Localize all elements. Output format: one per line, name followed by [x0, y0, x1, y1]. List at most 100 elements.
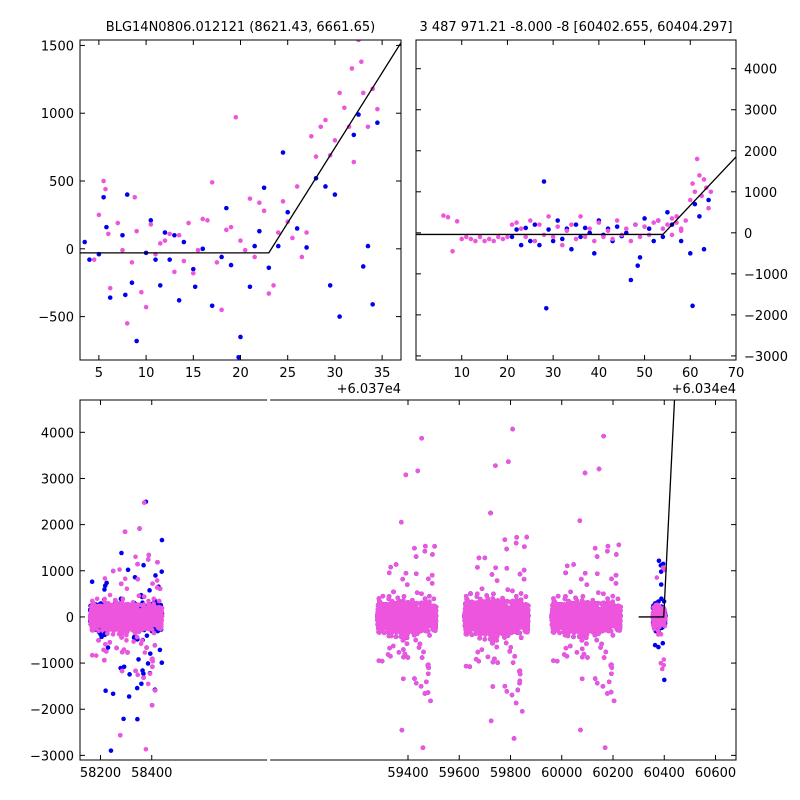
- fit-line: [416, 156, 736, 236]
- plot-area: [416, 156, 736, 311]
- data-point: [356, 112, 361, 117]
- data-point: [132, 605, 138, 611]
- y-tick-label: 500: [49, 175, 74, 190]
- data-point: [236, 354, 241, 360]
- data-point: [145, 557, 151, 562]
- data-point: [156, 598, 162, 604]
- data-point: [181, 239, 187, 245]
- data-point: [94, 596, 100, 602]
- data-point: [131, 616, 137, 622]
- x-tick-label: 30: [545, 366, 562, 381]
- data-point: [122, 529, 128, 535]
- data-point: [133, 610, 138, 616]
- data-point: [126, 620, 132, 626]
- y-tick-label: 4000: [744, 63, 777, 78]
- data-point: [417, 641, 423, 647]
- data-point: [573, 222, 579, 227]
- data-point: [154, 578, 160, 583]
- data-point: [271, 283, 276, 288]
- data-point: [103, 626, 109, 632]
- data-point: [294, 226, 300, 231]
- data-point: [628, 277, 634, 283]
- data-point: [706, 197, 711, 203]
- data-point: [205, 218, 210, 223]
- data-point: [332, 138, 338, 143]
- data-point: [156, 605, 162, 610]
- data-point: [360, 264, 366, 269]
- data-point: [365, 124, 371, 130]
- data-point: [403, 570, 409, 576]
- data-point: [233, 114, 239, 120]
- data-point: [135, 716, 140, 722]
- data-point: [176, 232, 182, 238]
- data-point: [167, 231, 172, 237]
- data-point: [141, 609, 147, 615]
- data-point: [690, 181, 695, 186]
- data-point: [157, 647, 163, 653]
- data-point: [697, 214, 702, 219]
- data-point: [401, 676, 406, 682]
- data-point: [127, 672, 132, 677]
- data-point: [651, 238, 657, 244]
- data-point: [413, 571, 419, 577]
- fit-line: [80, 42, 401, 254]
- data-point: [157, 241, 163, 246]
- data-point: [141, 562, 146, 568]
- data-point: [633, 222, 638, 227]
- data-point: [412, 676, 417, 681]
- data-point: [91, 257, 97, 262]
- data-point: [136, 657, 141, 662]
- data-point: [110, 568, 116, 574]
- y-tick-label: 0: [744, 227, 752, 242]
- data-point: [413, 626, 418, 632]
- data-point: [541, 179, 547, 184]
- data-point: [415, 468, 421, 474]
- data-point: [148, 218, 154, 223]
- data-point: [413, 554, 419, 559]
- data-point: [360, 90, 366, 96]
- data-point: [532, 238, 538, 244]
- panel-title: BLG14N0806.012121 (8621.43, 6661.65): [106, 20, 375, 35]
- data-point: [351, 159, 357, 165]
- data-point: [107, 295, 113, 300]
- data-point: [101, 608, 106, 614]
- data-point: [646, 226, 652, 232]
- data-point: [569, 222, 574, 227]
- data-point: [115, 611, 121, 616]
- data-point: [450, 248, 455, 254]
- data-point: [388, 564, 393, 570]
- data-point: [708, 189, 714, 195]
- data-point: [151, 612, 156, 617]
- data-point: [401, 594, 407, 599]
- data-point: [157, 283, 163, 288]
- x-tick-label: 20: [232, 366, 249, 381]
- data-point: [139, 638, 145, 643]
- data-point: [82, 239, 88, 245]
- data-point: [103, 186, 108, 192]
- data-point: [200, 216, 206, 222]
- data-point: [376, 658, 382, 663]
- data-point: [304, 245, 309, 250]
- data-point: [102, 657, 107, 663]
- data-point: [152, 688, 158, 693]
- data-point: [399, 519, 404, 525]
- data-point: [135, 627, 141, 633]
- data-point: [674, 214, 679, 219]
- data-point: [147, 651, 153, 656]
- data-point: [523, 234, 529, 240]
- data-point: [500, 236, 506, 242]
- data-point: [108, 748, 114, 753]
- data-point: [257, 228, 262, 234]
- data-point: [91, 613, 97, 618]
- data-point: [386, 570, 392, 576]
- data-point: [454, 219, 460, 224]
- data-point: [200, 246, 206, 252]
- data-point: [148, 222, 154, 227]
- data-point: [261, 208, 267, 214]
- data-point: [105, 622, 110, 627]
- data-point: [429, 581, 435, 586]
- panel-top-right: 3 487 971.21 -8.000 -8 [60402.655, 60404…: [415, 20, 788, 397]
- data-point: [157, 623, 163, 629]
- data-point: [89, 579, 95, 585]
